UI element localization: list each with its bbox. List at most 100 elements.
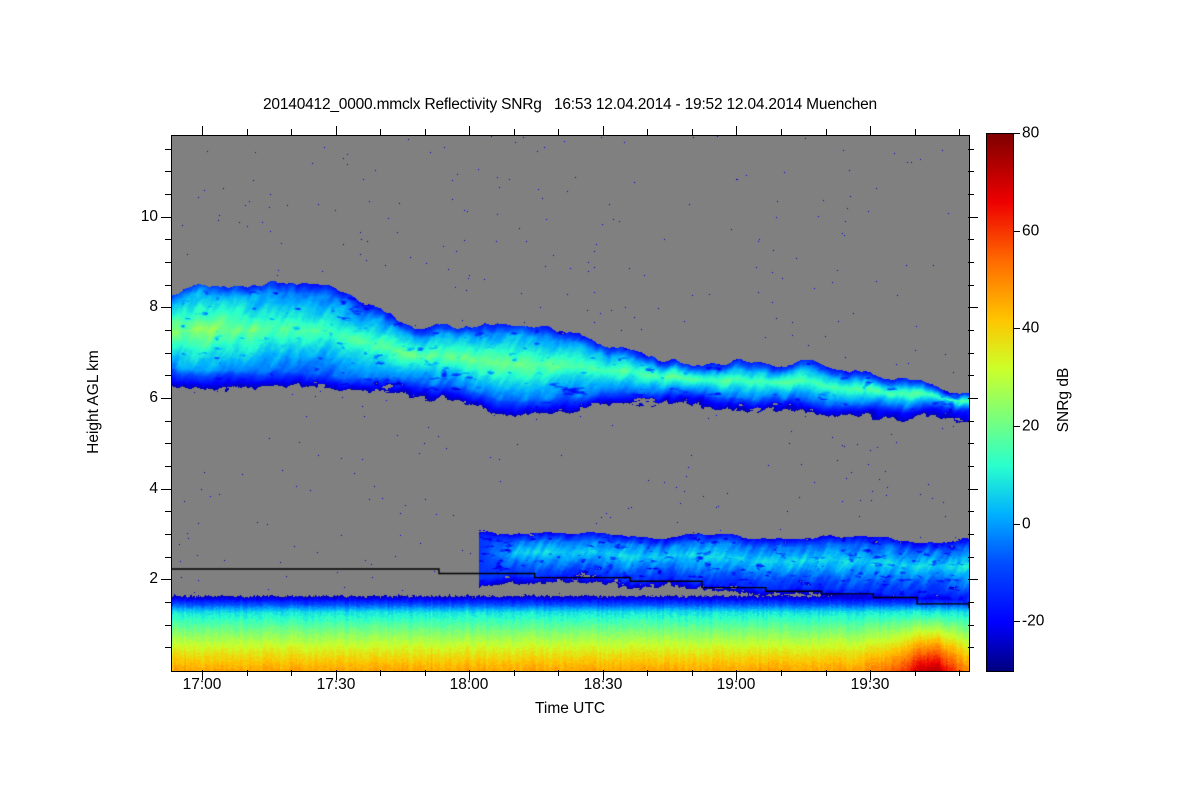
- x-axis-tick-label: 18:00: [449, 676, 489, 693]
- colorbar-label: SNRg dB: [1055, 367, 1072, 433]
- x-axis-tick: [603, 670, 604, 680]
- x-axis-tick-top: [736, 126, 737, 136]
- y-axis-tick-right: [968, 307, 978, 308]
- x-axis-tick-label: 19:30: [850, 676, 890, 693]
- y-axis-minor-tick: [165, 239, 171, 240]
- colorbar-tick: [1013, 621, 1020, 622]
- colorbar-tick-label: 80: [1022, 124, 1040, 142]
- y-axis-minor-tick: [165, 443, 171, 444]
- y-axis-minor-tick-right: [968, 353, 974, 354]
- x-axis-minor-tick-top: [647, 129, 648, 135]
- x-axis-minor-tick: [915, 670, 916, 676]
- y-axis-minor-tick: [165, 557, 171, 558]
- x-axis-minor-tick: [558, 670, 559, 676]
- y-axis-minor-tick: [165, 285, 171, 286]
- x-axis-minor-tick: [247, 670, 248, 676]
- y-axis-minor-tick-right: [968, 171, 974, 172]
- x-axis-tick-top: [603, 126, 604, 136]
- y-axis-minor-tick: [165, 602, 171, 603]
- y-axis-minor-tick: [165, 262, 171, 263]
- x-axis-minor-tick-top: [826, 129, 827, 135]
- colorbar-tick: [1013, 231, 1020, 232]
- x-axis-tick: [336, 670, 337, 680]
- y-axis-tick-label: 6: [149, 389, 158, 406]
- y-axis-minor-tick: [165, 647, 171, 648]
- x-axis-tick-top: [870, 126, 871, 136]
- y-axis-minor-tick: [165, 330, 171, 331]
- y-axis-minor-tick-right: [968, 149, 974, 150]
- y-axis-minor-tick: [165, 625, 171, 626]
- colorbar-tick-label: 20: [1022, 417, 1040, 435]
- x-axis-tick-label: 17:30: [316, 676, 356, 693]
- x-axis-tick-top: [336, 126, 337, 136]
- colorbar-tick: [1013, 328, 1020, 329]
- y-axis-minor-tick: [165, 511, 171, 512]
- y-axis-minor-tick-right: [968, 557, 974, 558]
- y-axis-tick: [161, 489, 171, 490]
- x-axis-minor-tick: [380, 670, 381, 676]
- x-axis-minor-tick-top: [247, 129, 248, 135]
- y-axis-minor-tick: [165, 353, 171, 354]
- x-axis-tick-label: 17:00: [182, 676, 222, 693]
- colorbar-tick-label: 60: [1022, 222, 1040, 240]
- x-axis-tick: [870, 670, 871, 680]
- x-axis-minor-tick-top: [915, 129, 916, 135]
- x-axis-minor-tick-top: [781, 129, 782, 135]
- y-axis-tick: [161, 398, 171, 399]
- x-axis-tick-top: [469, 126, 470, 136]
- y-axis-minor-tick-right: [968, 443, 974, 444]
- y-axis-label: Height AGL km: [85, 350, 102, 454]
- y-axis-minor-tick: [165, 171, 171, 172]
- reflectivity-heatmap-canvas: [172, 136, 969, 671]
- y-axis-tick-label: 10: [140, 208, 158, 225]
- x-axis-minor-tick-top: [380, 129, 381, 135]
- y-axis-minor-tick-right: [968, 194, 974, 195]
- x-axis-minor-tick-top: [959, 129, 960, 135]
- y-axis-tick: [161, 217, 171, 218]
- y-axis-minor-tick-right: [968, 602, 974, 603]
- colorbar-tick-label: 0: [1022, 515, 1031, 533]
- x-axis-minor-tick-top: [425, 129, 426, 135]
- x-axis-minor-tick: [692, 670, 693, 676]
- colorbar-tick: [1013, 133, 1020, 134]
- colorbar-tick-label: 40: [1022, 319, 1040, 337]
- y-axis-minor-tick-right: [968, 285, 974, 286]
- y-axis-tick-right: [968, 398, 978, 399]
- y-axis-minor-tick-right: [968, 534, 974, 535]
- x-axis-minor-tick: [959, 670, 960, 676]
- page-title: 20140412_0000.mmclx Reflectivity SNRg 16…: [263, 96, 877, 113]
- y-axis-minor-tick-right: [968, 375, 974, 376]
- x-axis-tick: [202, 670, 203, 680]
- x-axis-minor-tick-top: [692, 129, 693, 135]
- x-axis-minor-tick: [781, 670, 782, 676]
- y-axis-minor-tick-right: [968, 330, 974, 331]
- x-axis-minor-tick-top: [514, 129, 515, 135]
- y-axis-minor-tick-right: [968, 239, 974, 240]
- colorbar-tick-label: -20: [1022, 612, 1045, 630]
- x-axis-minor-tick-top: [558, 129, 559, 135]
- y-axis-minor-tick-right: [968, 421, 974, 422]
- x-axis-label: Time UTC: [534, 700, 606, 717]
- x-axis-minor-tick: [647, 670, 648, 676]
- x-axis-tick: [736, 670, 737, 680]
- x-axis-minor-tick: [514, 670, 515, 676]
- colorbar-gradient: [986, 133, 1014, 672]
- y-axis-tick-right: [968, 579, 978, 580]
- x-axis-tick-label: 18:30: [583, 676, 623, 693]
- y-axis-minor-tick-right: [968, 511, 974, 512]
- y-axis-tick: [161, 579, 171, 580]
- y-axis-minor-tick-right: [968, 262, 974, 263]
- x-axis-tick-top: [202, 126, 203, 136]
- plot-area: [171, 135, 970, 672]
- y-axis-minor-tick: [165, 421, 171, 422]
- y-axis-minor-tick: [165, 466, 171, 467]
- y-axis-minor-tick: [165, 375, 171, 376]
- y-axis-minor-tick-right: [968, 647, 974, 648]
- y-axis-tick-label: 2: [149, 570, 158, 587]
- y-axis-minor-tick-right: [968, 466, 974, 467]
- y-axis-tick-label: 4: [149, 480, 158, 497]
- y-axis-minor-tick: [165, 149, 171, 150]
- y-axis-tick: [161, 307, 171, 308]
- y-axis-minor-tick: [165, 194, 171, 195]
